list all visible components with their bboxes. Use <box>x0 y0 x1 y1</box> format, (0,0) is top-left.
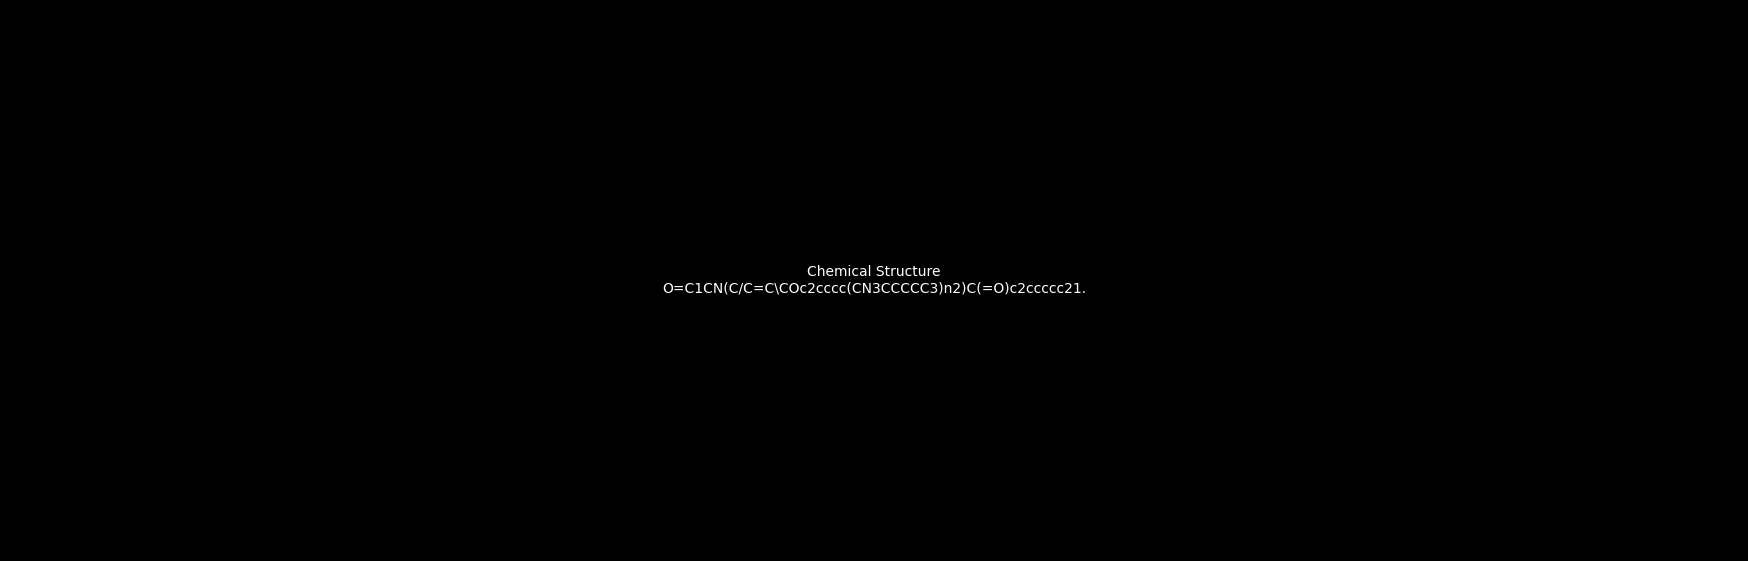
Text: Chemical Structure
O=C1CN(C/C=C\COc2cccc(CN3CCCCC3)n2)C(=O)c2ccccc21.: Chemical Structure O=C1CN(C/C=C\COc2cccc… <box>662 265 1086 296</box>
